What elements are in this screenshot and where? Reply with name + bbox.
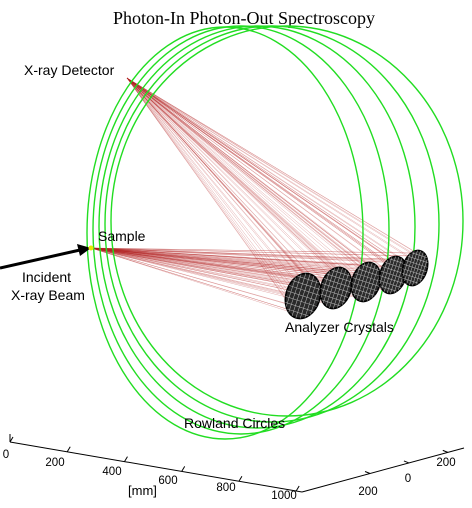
- analyzer-crystal-5: [401, 249, 429, 287]
- rowland-circles-label: Rowland Circles: [184, 415, 285, 431]
- scattered-rays: [90, 77, 426, 316]
- analyzer-crystal-1: [284, 272, 322, 320]
- y-tick-label-2: 200: [358, 486, 377, 498]
- x-tick-label-3: 600: [158, 475, 177, 487]
- x-tick-label-1: 200: [45, 457, 64, 469]
- incident-beam-label-line1: Incident: [22, 269, 71, 285]
- rowland-circles: [86, 25, 464, 440]
- x-tick-label-0: 0: [3, 449, 9, 461]
- axis-frame: [9, 434, 465, 493]
- sample-label: Sample: [98, 228, 146, 244]
- analyzer-crystal-3: [350, 261, 382, 303]
- x-tick-label-2: 400: [102, 466, 121, 478]
- y-tick-label-0: 200: [436, 457, 455, 469]
- analyzer-crystals-label: Analyzer Crystals: [285, 319, 394, 335]
- sample-point: [88, 245, 94, 251]
- analyzer-crystal-4: [378, 255, 408, 295]
- x-tick-label-5: 1000: [271, 490, 297, 502]
- rowland-circle-5: [110, 25, 464, 417]
- y-axis-ticks: [364, 449, 448, 474]
- incident-beam-arrow: [0, 244, 91, 270]
- analyzer-crystal-2: [319, 266, 353, 310]
- x-axis-unit: [mm]: [128, 483, 157, 498]
- diagram-title: Photon-In Photon-Out Spectroscopy: [113, 8, 375, 28]
- y-tick-label-1: 0: [405, 473, 411, 485]
- rowland-circle-3: [98, 25, 416, 429]
- analyzer-crystals: [284, 249, 429, 320]
- rowland-circle-2: [92, 25, 390, 435]
- x-tick-label-4: 800: [216, 482, 235, 494]
- detector-label: X-ray Detector: [24, 62, 115, 78]
- x-axis-ticks: [9, 436, 300, 492]
- incident-beam-label-line2: X-ray Beam: [11, 287, 85, 303]
